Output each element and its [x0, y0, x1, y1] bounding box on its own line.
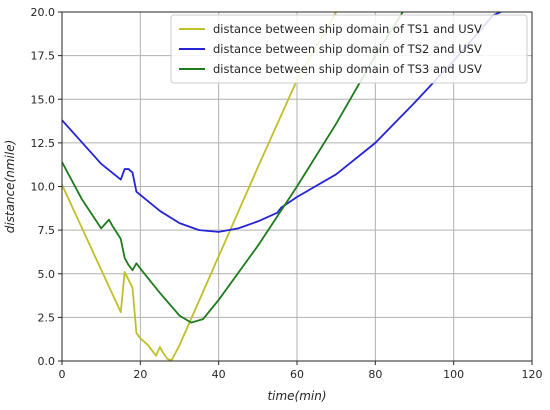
legend-box — [170, 14, 528, 84]
y-tick-label: 20.0 — [31, 6, 56, 19]
x-axis-label: time(min) — [267, 389, 326, 403]
x-tick-label: 120 — [522, 368, 543, 381]
series-line-ts3 — [62, 12, 404, 324]
x-tick-label: 100 — [443, 368, 464, 381]
y-axis-ticks: 0.0 2.5 5.0 7.5 10.0 12.5 15.0 17.5 20.0 — [31, 6, 62, 368]
y-tick-label: 2.5 — [38, 311, 56, 324]
y-tick-label: 15.0 — [31, 93, 56, 106]
series-line-ts1 — [62, 12, 337, 361]
x-axis-ticks: 0 20 40 60 80 100 120 — [59, 361, 543, 381]
x-tick-label: 80 — [368, 368, 382, 381]
legend-item-ts2: distance between ship domain of TS2 and … — [179, 42, 482, 56]
y-tick-label: 7.5 — [38, 224, 56, 237]
legend-label: distance between ship domain of TS2 and … — [213, 42, 482, 56]
series-lines — [62, 12, 502, 361]
y-tick-label: 12.5 — [31, 137, 56, 150]
x-tick-label: 0 — [59, 368, 66, 381]
legend-item-ts3: distance between ship domain of TS3 and … — [179, 62, 482, 76]
x-tick-label: 20 — [133, 368, 147, 381]
y-tick-label: 0.0 — [38, 355, 56, 368]
legend: distance between ship domain of TS1 and … — [170, 14, 528, 84]
legend-label: distance between ship domain of TS1 and … — [213, 22, 482, 36]
y-tick-label: 17.5 — [31, 50, 56, 63]
y-axis-label: distance(nmile) — [3, 140, 17, 234]
x-tick-label: 40 — [212, 368, 226, 381]
y-tick-label: 5.0 — [38, 268, 56, 281]
series-line-ts2 — [62, 12, 502, 233]
legend-label: distance between ship domain of TS3 and … — [213, 62, 482, 76]
y-tick-label: 10.0 — [31, 181, 56, 194]
legend-item-ts1: distance between ship domain of TS1 and … — [179, 22, 482, 36]
x-tick-label: 60 — [290, 368, 304, 381]
